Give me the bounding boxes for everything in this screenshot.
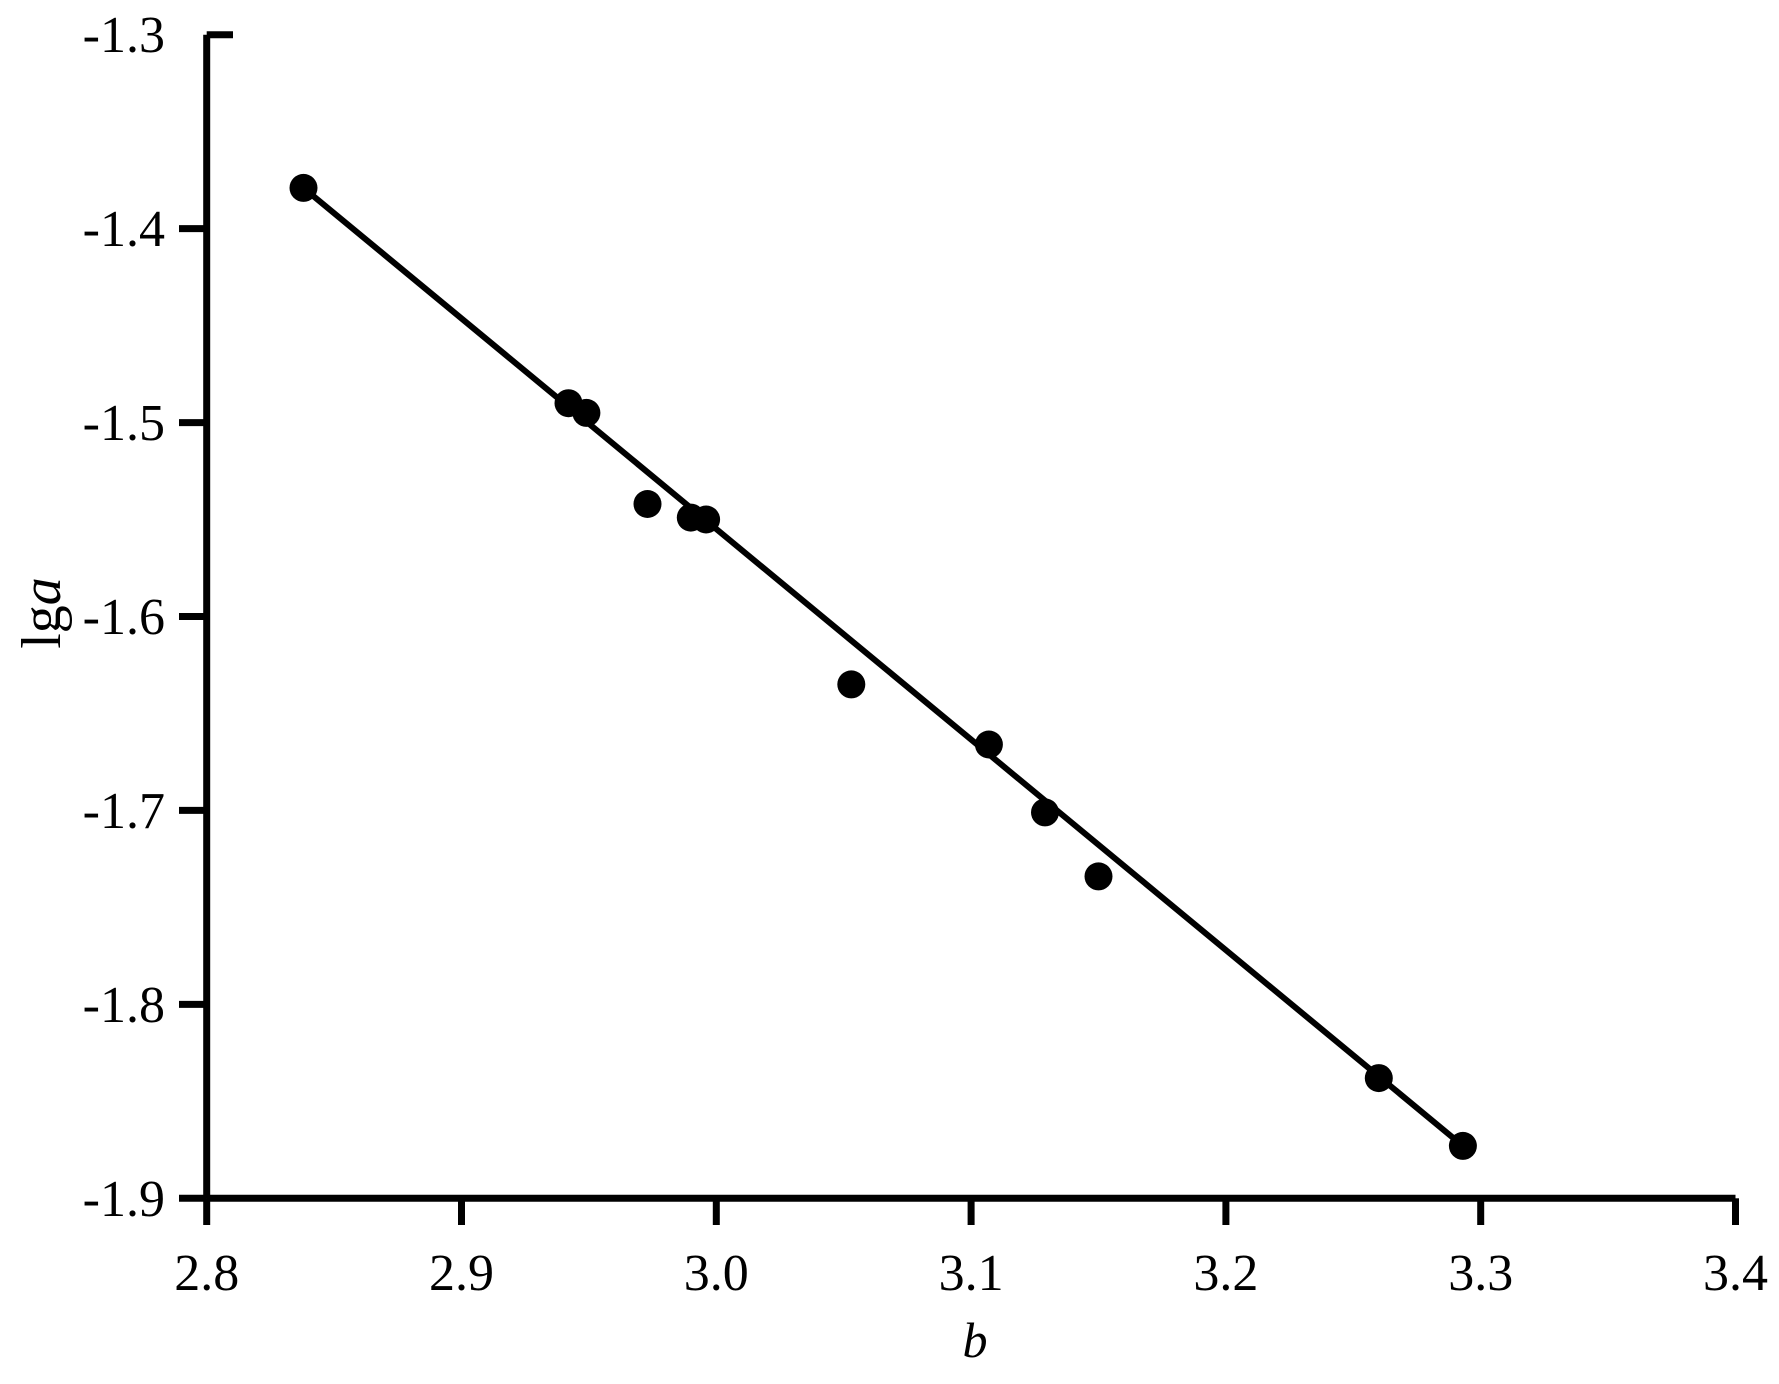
svg-text:-1.6: -1.6: [83, 589, 165, 646]
svg-text:3.4: 3.4: [1703, 1245, 1768, 1302]
svg-text:-1.5: -1.5: [83, 395, 165, 452]
svg-text:lga: lga: [11, 577, 73, 649]
svg-text:3.1: 3.1: [939, 1245, 1004, 1302]
svg-text:b: b: [963, 1312, 988, 1368]
svg-text:3.0: 3.0: [684, 1245, 749, 1302]
svg-text:-1.9: -1.9: [83, 1171, 165, 1228]
svg-text:-1.3: -1.3: [83, 7, 165, 64]
svg-text:2.8: 2.8: [174, 1245, 239, 1302]
svg-text:-1.7: -1.7: [83, 783, 165, 840]
svg-text:-1.8: -1.8: [83, 977, 165, 1034]
svg-text:2.9: 2.9: [429, 1245, 494, 1302]
svg-text:3.3: 3.3: [1448, 1245, 1513, 1302]
svg-text:-1.4: -1.4: [83, 201, 165, 258]
svg-text:3.2: 3.2: [1193, 1245, 1258, 1302]
